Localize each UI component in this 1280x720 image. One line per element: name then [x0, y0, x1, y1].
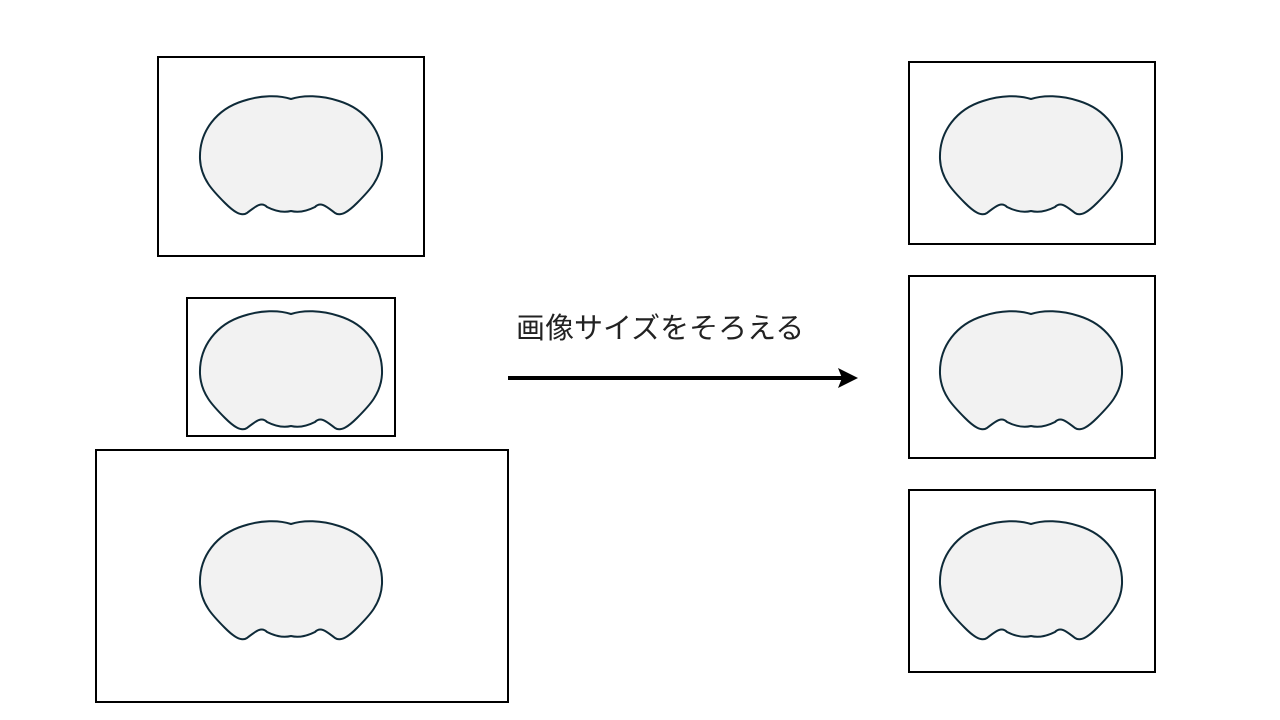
after-image-1	[908, 61, 1156, 245]
brain-section-icon	[938, 95, 1124, 216]
after-image-3	[908, 489, 1156, 673]
brain-section-icon	[198, 310, 384, 431]
before-image-1	[157, 56, 425, 257]
brain-section-icon	[198, 95, 384, 216]
brain-section-icon	[198, 520, 384, 641]
after-images	[908, 61, 1156, 673]
before-image-3	[95, 449, 509, 703]
arrow-head	[838, 368, 858, 388]
before-images	[95, 56, 509, 703]
brain-section-icon	[938, 520, 1124, 641]
after-image-2	[908, 275, 1156, 459]
caption: 画像サイズをそろえる	[516, 311, 804, 345]
brain-section-icon	[938, 310, 1124, 431]
right-arrow-icon	[508, 368, 858, 388]
before-image-2	[186, 297, 396, 437]
